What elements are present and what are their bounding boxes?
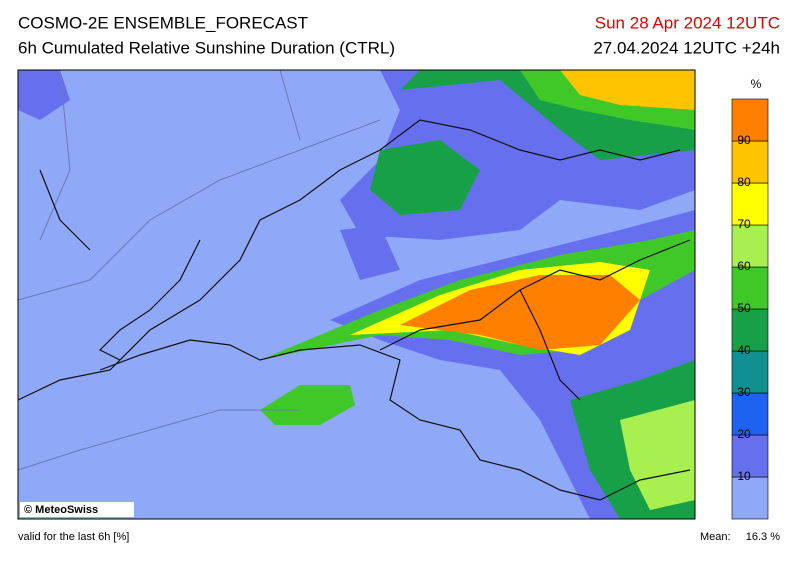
field [18, 70, 70, 120]
colorbar-swatch [731, 476, 769, 520]
colorbar-label: 80 [737, 175, 751, 189]
map: © MeteoSwiss [17, 69, 696, 520]
credit: © MeteoSwiss [24, 504, 98, 516]
field [260, 385, 355, 425]
validity: valid for the last 6h [%] [18, 531, 129, 543]
colorbar-label: 30 [737, 385, 751, 399]
colorbar-swatch [731, 392, 769, 436]
colorbar-swatch [731, 224, 769, 268]
colorbar-swatch [731, 140, 769, 184]
border [18, 119, 681, 401]
colorbar-label: 90 [737, 133, 751, 147]
colorbar-label: 60 [737, 259, 751, 273]
colorbar-swatch [731, 434, 769, 478]
field [340, 225, 400, 280]
map-frame [17, 69, 696, 520]
field [370, 140, 480, 215]
colorbar-swatch [731, 266, 769, 310]
subtitle: 6h Cumulated Relative Sunshine Duration … [18, 38, 395, 57]
colorbar-swatch [731, 98, 769, 142]
colorbar-label: 40 [737, 343, 751, 357]
valid-time: Sun 28 Apr 2024 12UTC [595, 13, 780, 32]
region-line [18, 70, 381, 471]
colorbar-label: 50 [737, 301, 751, 315]
mean-label: Mean: [700, 531, 731, 543]
run-time: 27.04.2024 12UTC +24h [593, 38, 780, 57]
field [400, 275, 640, 350]
title: COSMO-2E ENSEMBLE_FORECAST [18, 13, 308, 32]
border [39, 169, 201, 361]
mean-value: 16.3 % [746, 531, 780, 543]
colorbar: % 10 20 30 40 50 60 70 80 90 [731, 77, 769, 520]
field [620, 400, 695, 510]
border [99, 339, 691, 501]
credit-box [20, 502, 134, 517]
colorbar-swatch [731, 308, 769, 352]
border [379, 239, 691, 401]
colorbar-label: 10 [737, 469, 751, 483]
colorbar-label: 70 [737, 217, 751, 231]
colorbar-label: 20 [737, 427, 751, 441]
field [560, 70, 695, 110]
colorbar-unit: % [751, 77, 762, 91]
